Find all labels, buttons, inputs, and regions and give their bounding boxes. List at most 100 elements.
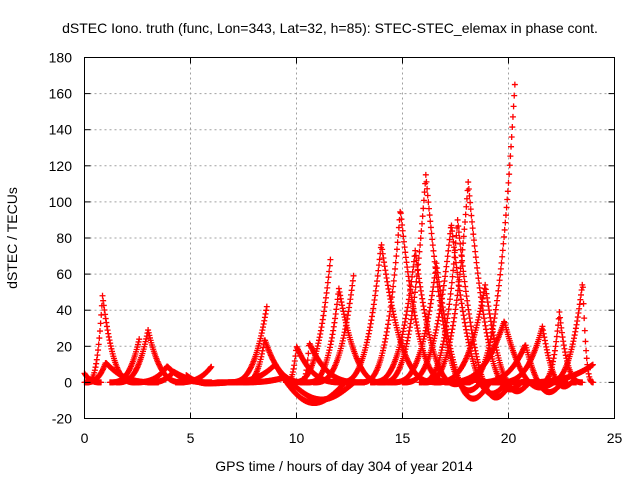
data-point	[465, 186, 472, 193]
data-point	[499, 253, 506, 260]
data-point	[454, 216, 461, 223]
data-point	[472, 254, 479, 261]
data-point	[501, 226, 508, 233]
data-point	[388, 294, 395, 301]
data-point	[444, 253, 451, 260]
data-point	[449, 273, 456, 280]
data-point	[326, 262, 333, 269]
x-axis-label: GPS time / hours of day 304 of year 2014	[215, 458, 473, 474]
data-point	[579, 284, 586, 291]
data-point	[452, 240, 459, 247]
data-point	[427, 218, 434, 225]
data-point	[456, 235, 463, 242]
y-tick-label: 40	[56, 302, 72, 318]
data-point	[420, 197, 427, 204]
data-point	[499, 247, 506, 254]
data-point	[263, 303, 270, 310]
data-point	[455, 282, 462, 289]
data-point	[401, 244, 408, 251]
data-point	[497, 271, 504, 278]
data-point	[506, 171, 513, 178]
data-point	[398, 216, 405, 223]
data-point	[427, 224, 434, 231]
data-point	[422, 171, 429, 178]
data-point	[424, 185, 431, 192]
data-point	[388, 299, 395, 306]
data-point	[419, 220, 426, 227]
data-point	[590, 379, 597, 386]
x-tick-label: 5	[187, 430, 195, 446]
x-tick-label: 0	[81, 430, 89, 446]
data-point	[500, 240, 507, 247]
x-tick-label: 10	[289, 430, 305, 446]
data-point	[581, 315, 588, 322]
data-point	[304, 362, 311, 369]
satellite-arc	[516, 361, 596, 386]
data-point	[324, 284, 331, 291]
data-point	[495, 287, 502, 294]
data-point	[456, 276, 463, 283]
data-point	[474, 264, 481, 271]
data-point	[96, 335, 103, 342]
data-point	[554, 328, 561, 335]
y-tick-labels: -20 0 20 40 60 80 100 120 140 160 180	[49, 50, 73, 427]
data-point	[503, 204, 510, 211]
data-point	[390, 283, 397, 290]
data-point	[326, 268, 333, 275]
data-point	[458, 253, 465, 260]
data-point	[498, 259, 505, 266]
data-point	[395, 232, 402, 239]
data-point	[583, 347, 590, 354]
data-point	[455, 223, 462, 230]
data-point	[511, 92, 518, 99]
data-point	[397, 210, 404, 217]
data-point	[374, 278, 381, 285]
data-point	[448, 222, 455, 229]
data-point	[392, 265, 399, 272]
data-point	[400, 233, 407, 240]
data-point	[589, 361, 596, 368]
data-point	[455, 287, 462, 294]
data-point	[461, 226, 468, 233]
data-point	[393, 246, 400, 253]
data-point	[472, 248, 479, 255]
data-point	[511, 81, 518, 88]
data-point	[390, 277, 397, 284]
data-point	[389, 288, 396, 295]
y-tick-label: 60	[56, 266, 72, 282]
data-point	[455, 229, 462, 236]
data-point	[504, 196, 511, 203]
data-point	[451, 254, 458, 261]
data-point	[450, 260, 457, 267]
data-point	[448, 285, 455, 292]
data-point	[399, 222, 406, 229]
grid	[84, 57, 615, 419]
data-point	[502, 212, 509, 219]
data-point	[327, 256, 334, 263]
data-point	[553, 333, 560, 340]
data-point	[579, 379, 586, 386]
data-point	[509, 113, 516, 120]
data-point	[419, 213, 426, 220]
data-point	[456, 271, 463, 278]
data-point	[325, 274, 332, 281]
data-point	[460, 268, 467, 275]
data-point	[374, 272, 381, 279]
data-point	[393, 253, 400, 260]
data-point	[430, 247, 437, 254]
data-point	[304, 357, 311, 364]
satellite-arc	[310, 272, 357, 386]
data-point	[208, 363, 215, 370]
data-point	[501, 233, 508, 240]
data-point	[411, 294, 418, 301]
data-point	[136, 336, 143, 343]
data-point	[450, 267, 457, 274]
data-point	[553, 338, 560, 345]
data-point	[402, 249, 409, 256]
data-point	[555, 315, 562, 322]
data-point	[391, 271, 398, 278]
x-tick-label: 25	[607, 430, 623, 446]
data-point	[414, 267, 421, 274]
data-point	[443, 263, 450, 270]
data-point	[580, 300, 587, 307]
